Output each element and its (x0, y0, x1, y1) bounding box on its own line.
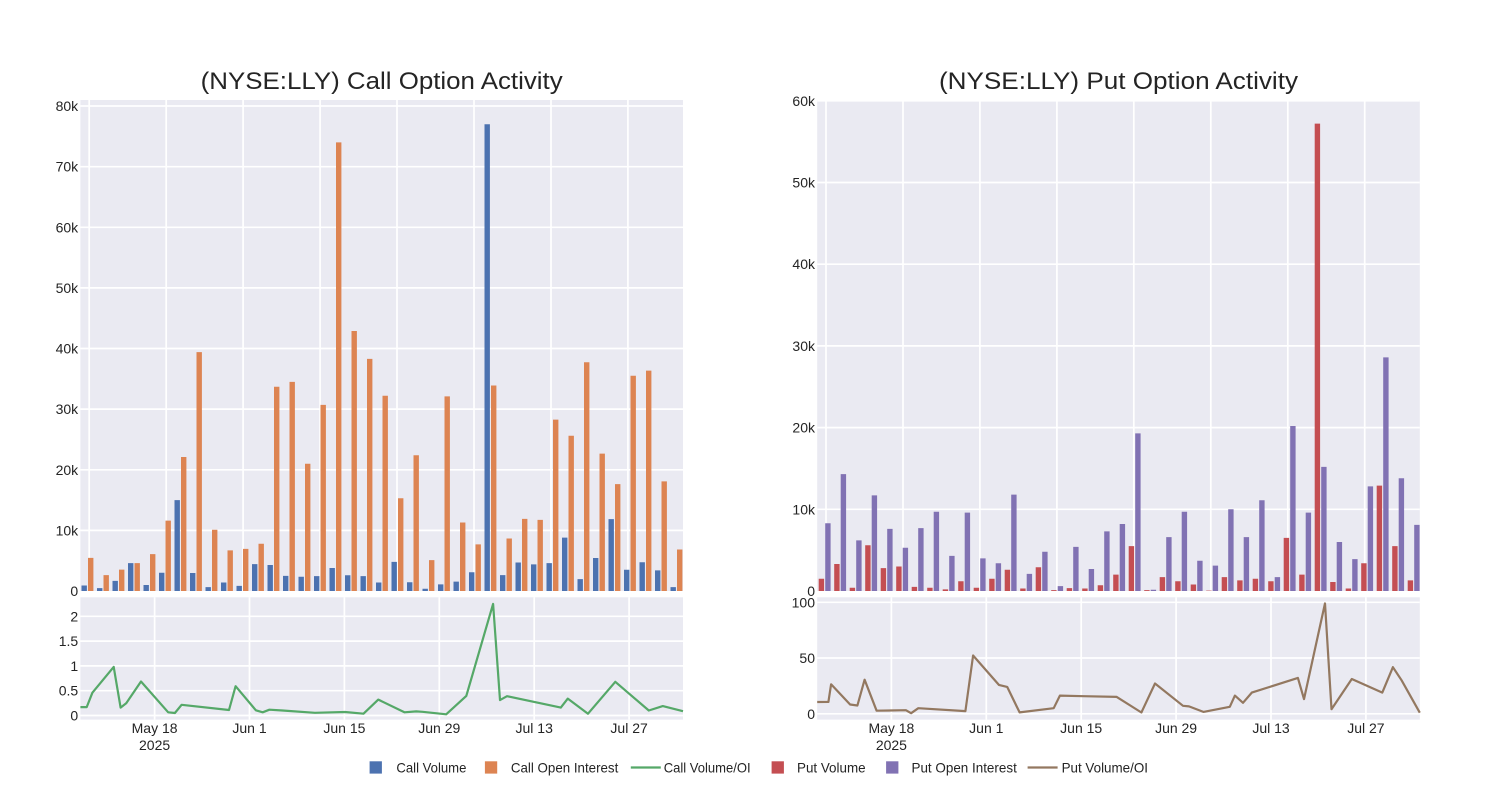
svg-text:Jul 13: Jul 13 (1252, 720, 1290, 736)
svg-text:Call Volume/OI: Call Volume/OI (664, 760, 751, 776)
svg-text:0: 0 (807, 706, 815, 722)
svg-text:70k: 70k (56, 159, 80, 175)
svg-text:0.5: 0.5 (59, 683, 79, 699)
svg-text:0: 0 (70, 583, 78, 599)
svg-text:1.5: 1.5 (59, 633, 79, 649)
svg-text:30k: 30k (792, 338, 816, 354)
svg-text:Jun 15: Jun 15 (1060, 720, 1102, 736)
svg-text:100: 100 (792, 594, 816, 610)
svg-text:Jul 13: Jul 13 (516, 720, 554, 736)
svg-text:30k: 30k (56, 401, 80, 417)
svg-text:Call Open Interest: Call Open Interest (511, 760, 618, 776)
svg-text:50: 50 (799, 650, 815, 666)
svg-text:20k: 20k (792, 420, 816, 436)
svg-text:10k: 10k (792, 501, 816, 517)
svg-text:20k: 20k (56, 462, 80, 478)
svg-text:Put Volume/OI: Put Volume/OI (1062, 760, 1148, 776)
svg-text:(NYSE:LLY) Put Option Activity: (NYSE:LLY) Put Option Activity (939, 68, 1298, 95)
svg-text:0: 0 (807, 583, 815, 599)
svg-text:0: 0 (70, 708, 78, 724)
svg-text:Jun 1: Jun 1 (969, 720, 1003, 736)
svg-text:40k: 40k (56, 341, 80, 357)
svg-text:40k: 40k (792, 256, 816, 272)
svg-text:50k: 50k (792, 175, 816, 191)
svg-text:2025: 2025 (139, 737, 170, 753)
svg-text:Jun 29: Jun 29 (418, 720, 460, 736)
svg-text:Jun 29: Jun 29 (1155, 720, 1197, 736)
svg-text:50k: 50k (56, 280, 80, 296)
svg-text:10k: 10k (56, 522, 80, 538)
svg-text:May 18: May 18 (868, 720, 914, 736)
svg-text:Jul 27: Jul 27 (610, 720, 648, 736)
svg-text:(NYSE:LLY) Call Option Activit: (NYSE:LLY) Call Option Activity (201, 68, 563, 95)
svg-text:Put Volume: Put Volume (797, 760, 866, 776)
svg-text:May 18: May 18 (132, 720, 178, 736)
svg-text:60k: 60k (56, 219, 80, 235)
svg-text:Put Open Interest: Put Open Interest (912, 760, 1017, 776)
svg-text:60k: 60k (792, 93, 816, 109)
svg-text:80k: 80k (56, 98, 80, 114)
svg-text:1: 1 (70, 658, 78, 674)
svg-text:2025: 2025 (876, 737, 907, 753)
svg-text:Call Volume: Call Volume (396, 760, 466, 776)
svg-text:Jun 1: Jun 1 (232, 720, 266, 736)
svg-text:Jun 15: Jun 15 (323, 720, 365, 736)
svg-text:Jul 27: Jul 27 (1347, 720, 1385, 736)
svg-text:2: 2 (70, 608, 78, 624)
